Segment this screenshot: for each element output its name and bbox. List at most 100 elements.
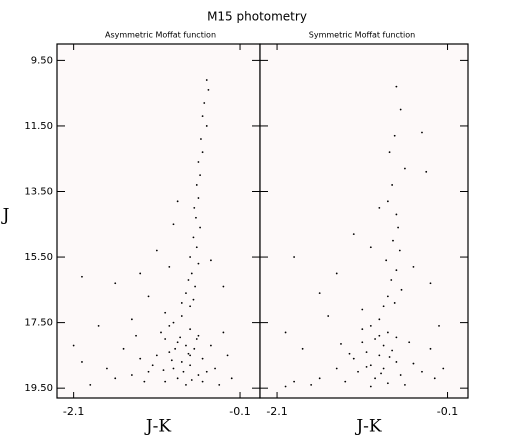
data-point: [81, 275, 83, 278]
data-point: [164, 338, 167, 340]
data-point: [380, 372, 382, 375]
data-point: [162, 369, 165, 372]
data-point: [193, 347, 196, 350]
data-point: [147, 295, 150, 298]
data-point: [398, 249, 401, 252]
data-point: [361, 341, 364, 344]
data-point: [404, 167, 406, 170]
data-point: [114, 282, 117, 285]
data-point: [168, 324, 171, 327]
data-point: [388, 356, 391, 358]
data-point: [340, 343, 342, 345]
data-point: [89, 383, 92, 386]
y-tick-label: 15.50: [24, 252, 53, 263]
data-point: [193, 206, 196, 209]
data-point: [155, 249, 158, 252]
data-point: [429, 282, 432, 285]
data-point: [425, 170, 428, 173]
data-point: [160, 331, 162, 334]
data-point: [369, 324, 372, 327]
data-point: [135, 334, 137, 337]
data-point: [382, 344, 385, 347]
data-point: [393, 134, 396, 137]
data-point: [369, 246, 372, 249]
data-point: [391, 349, 394, 352]
data-point: [378, 334, 381, 337]
data-point: [168, 351, 171, 354]
data-point: [190, 379, 193, 381]
data-point: [210, 259, 212, 262]
data-point: [195, 184, 198, 186]
data-point: [81, 361, 83, 363]
data-point: [382, 367, 385, 370]
data-point: [361, 308, 364, 311]
y-axis-label: J: [1, 206, 10, 226]
data-point: [433, 377, 436, 380]
x-axis-label: J-K: [144, 417, 172, 436]
data-point: [189, 256, 192, 258]
data-point: [391, 184, 394, 186]
data-point: [352, 233, 355, 236]
data-point: [164, 311, 167, 314]
data-point: [187, 279, 190, 281]
data-point: [438, 324, 440, 327]
data-point: [190, 272, 193, 275]
data-point: [378, 206, 381, 209]
data-point: [395, 361, 398, 363]
data-point: [395, 213, 398, 216]
y-tick-label: 17.50: [24, 318, 53, 329]
data-point: [404, 383, 406, 386]
data-point: [194, 285, 197, 288]
data-point: [195, 338, 198, 340]
data-point: [392, 239, 394, 242]
data-point: [335, 367, 338, 370]
data-point: [385, 259, 388, 262]
data-point: [143, 380, 146, 383]
data-point: [390, 279, 393, 281]
data-point: [230, 377, 233, 380]
data-point: [421, 370, 423, 373]
data-point: [378, 354, 381, 357]
y-tick-label: 19.50: [24, 383, 53, 394]
data-point: [374, 338, 376, 340]
data-point: [399, 108, 402, 111]
data-point: [214, 367, 216, 370]
data-point: [369, 364, 372, 367]
x-axis-label: J-K: [354, 417, 382, 436]
data-point: [357, 370, 359, 373]
data-point: [180, 315, 183, 317]
data-point: [421, 131, 423, 134]
data-point: [155, 354, 158, 357]
data-point: [210, 344, 212, 347]
data-point: [106, 367, 108, 370]
data-point: [130, 374, 133, 376]
data-point: [318, 377, 321, 380]
data-point: [429, 347, 432, 350]
data-point: [174, 347, 177, 350]
data-point: [205, 79, 208, 81]
x-tick-label: -0.1: [229, 405, 250, 418]
data-point: [205, 125, 208, 127]
data-point: [199, 226, 201, 229]
data-point: [310, 383, 313, 386]
data-point: [195, 246, 198, 249]
data-point: [205, 370, 208, 373]
data-point: [386, 382, 389, 385]
data-point: [399, 374, 402, 376]
data-point: [147, 370, 150, 373]
data-point: [180, 302, 183, 304]
data-point: [361, 328, 364, 331]
data-point: [187, 352, 190, 355]
data-point: [192, 298, 195, 301]
data-point: [365, 351, 368, 354]
data-point: [176, 377, 179, 380]
data-point: [207, 88, 210, 91]
data-point: [172, 223, 175, 226]
data-point: [412, 362, 415, 365]
data-point: [185, 292, 187, 295]
data-point: [197, 334, 200, 337]
data-point: [365, 365, 368, 368]
data-point: [412, 265, 415, 268]
data-point: [197, 197, 200, 199]
